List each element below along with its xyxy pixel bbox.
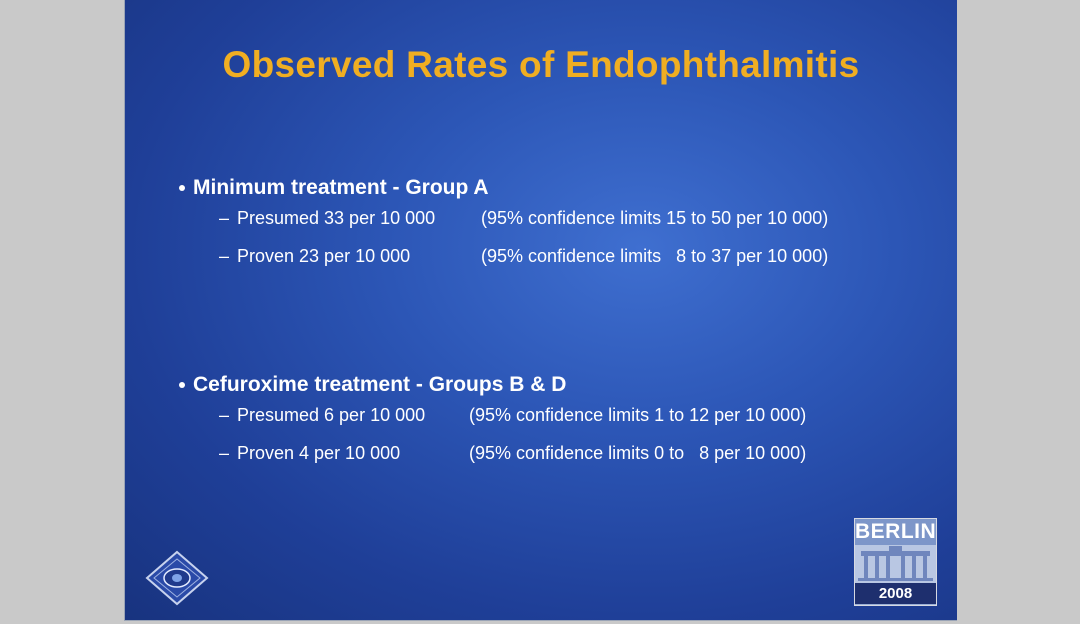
section-heading-text: Cefuroxime treatment - Groups B & D [193,373,567,396]
section-group-a: Minimum treatment - Group A – Presumed 3… [177,176,828,284]
confidence-text: (95% confidence limits 0 to 8 per 10 000… [469,443,807,463]
section-heading: Minimum treatment - Group A [177,176,489,200]
gate-icon [855,545,936,583]
society-logo-icon [145,550,209,606]
section-groups-b-d: Cefuroxime treatment - Groups B & D – Pr… [177,373,806,481]
viewer-margin [957,0,1080,624]
badge-city: BERLIN [855,519,937,545]
dash-icon: – [219,405,230,425]
bullet-icon [179,382,185,388]
confidence-text: (95% confidence limits 8 to 37 per 10 00… [481,246,829,266]
confidence-text: (95% confidence limits 15 to 50 per 10 0… [481,208,829,228]
slide: Observed Rates of Endophthalmitis Minimu… [125,0,957,620]
bullet-icon [179,185,185,191]
list-item: – Proven 4 per 10 000 (95% confidence li… [219,443,806,481]
dash-icon: – [219,246,230,266]
list-item: – Presumed 33 per 10 000 (95% confidence… [219,208,828,246]
rate-text: Presumed 33 per 10 000 [237,208,436,228]
list-item: – Proven 23 per 10 000 (95% confidence l… [219,246,828,284]
section-heading: Cefuroxime treatment - Groups B & D [177,373,566,397]
confidence-text: (95% confidence limits 1 to 12 per 10 00… [469,405,807,425]
rate-text: Presumed 6 per 10 000 [237,405,426,425]
section-heading-text: Minimum treatment - Group A [193,176,489,199]
badge-year: 2008 [855,583,936,604]
dash-icon: – [219,208,230,228]
berlin-badge: BERLIN 2008 [854,518,937,606]
rate-text: Proven 4 per 10 000 [237,443,401,463]
dash-icon: – [219,443,230,463]
list-item: – Presumed 6 per 10 000 (95% confidence … [219,405,806,443]
rate-text: Proven 23 per 10 000 [237,246,411,266]
slide-title: Observed Rates of Endophthalmitis [222,44,860,85]
